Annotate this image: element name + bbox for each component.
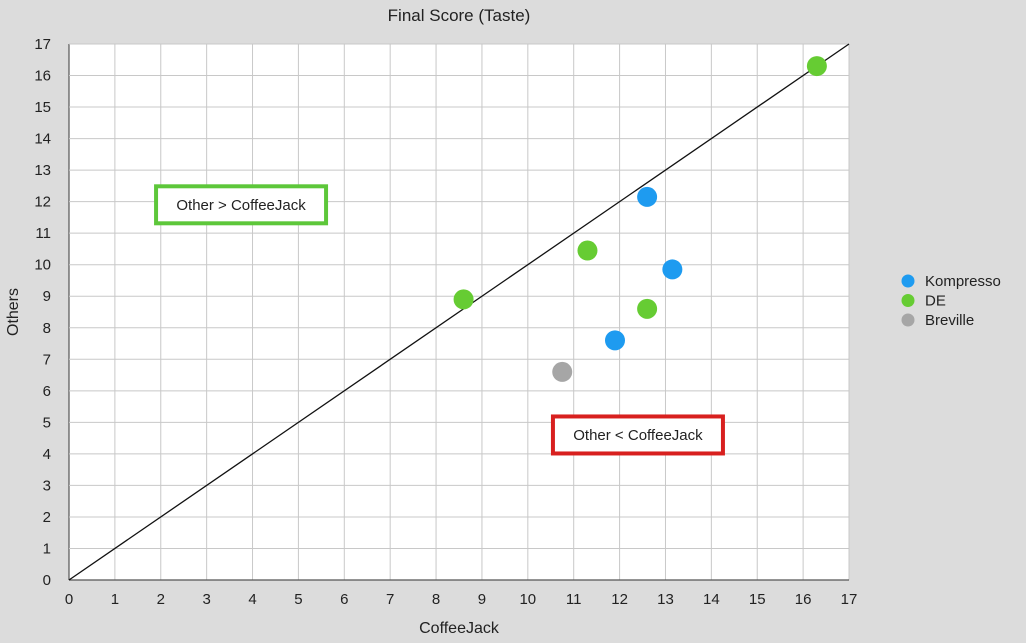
y-tick-label: 8	[43, 320, 51, 337]
x-tick-label: 6	[340, 591, 348, 608]
legend-label: Breville	[925, 312, 974, 329]
y-tick-label: 0	[43, 572, 51, 589]
legend-marker	[901, 294, 915, 307]
y-axis-title: Others	[5, 288, 22, 336]
x-tick-label: 2	[157, 591, 165, 608]
x-tick-label: 3	[202, 591, 210, 608]
y-tick-label: 10	[34, 257, 51, 274]
x-tick-label: 1	[111, 591, 119, 608]
legend-label: DE	[925, 293, 946, 310]
y-tick-label: 16	[34, 68, 51, 85]
annotation-box	[550, 414, 725, 456]
x-tick-label: 9	[478, 591, 486, 608]
x-tick-label: 10	[519, 591, 536, 608]
x-tick-label: 15	[749, 591, 766, 608]
y-tick-label: 9	[43, 288, 51, 305]
y-tick-label: 14	[34, 131, 51, 148]
y-tick-label: 2	[43, 509, 51, 526]
y-tick-label: 15	[34, 99, 51, 116]
x-tick-label: 16	[795, 591, 812, 608]
data-point-de	[577, 240, 598, 261]
annotation-box	[154, 184, 329, 226]
reference-line	[68, 43, 850, 581]
x-tick-label: 7	[386, 591, 394, 608]
data-point-de	[453, 289, 474, 310]
legend-label: Kompresso	[925, 273, 1001, 290]
x-tick-label: 4	[248, 591, 256, 608]
x-tick-label: 17	[841, 591, 858, 608]
legend-marker	[901, 274, 915, 288]
data-point-de	[637, 298, 658, 319]
y-tick-label: 6	[43, 383, 51, 400]
x-tick-label: 12	[611, 591, 628, 608]
x-tick-label: 8	[432, 591, 440, 608]
x-tick-label: 13	[657, 591, 674, 608]
data-point-breville	[552, 361, 573, 382]
annotation-label: Other < CoffeeJack	[573, 427, 703, 444]
x-tick-labels: 0 1 2 3 4 5 6 7 8 9 10 11 12 13 14 15 16 17	[65, 591, 858, 608]
y-tick-label: 12	[34, 194, 51, 211]
y-tick-label: 5	[43, 414, 51, 431]
x-tick-label: 5	[294, 591, 302, 608]
data-points	[453, 56, 827, 382]
y-tick-label: 17	[34, 36, 51, 53]
legend-marker	[901, 313, 915, 327]
y-tick-label: 4	[43, 446, 51, 463]
data-point-kompresso	[637, 186, 658, 207]
legend: Kompresso DE Breville	[901, 273, 1001, 329]
data-point-de	[806, 56, 827, 77]
y-tick-label: 3	[43, 477, 51, 494]
annotation-label: Other > CoffeeJack	[176, 197, 306, 214]
y-tick-label: 13	[34, 162, 51, 179]
x-tick-label: 11	[566, 591, 582, 608]
data-point-kompresso	[662, 259, 683, 280]
annotations: Other > CoffeeJack Other < CoffeeJack	[154, 184, 725, 456]
grid-lines	[68, 43, 850, 581]
chart-title: Final Score (Taste)	[388, 6, 531, 25]
y-tick-label: 7	[43, 351, 51, 368]
data-point-kompresso	[605, 330, 625, 351]
y-tick-label: 1	[43, 540, 51, 557]
x-axis-title: CoffeeJack	[419, 620, 500, 637]
x-tick-label: 14	[703, 591, 720, 608]
x-tick-label: 0	[65, 591, 73, 608]
y-tick-label: 11	[35, 225, 51, 242]
reference-line-group	[68, 43, 850, 581]
